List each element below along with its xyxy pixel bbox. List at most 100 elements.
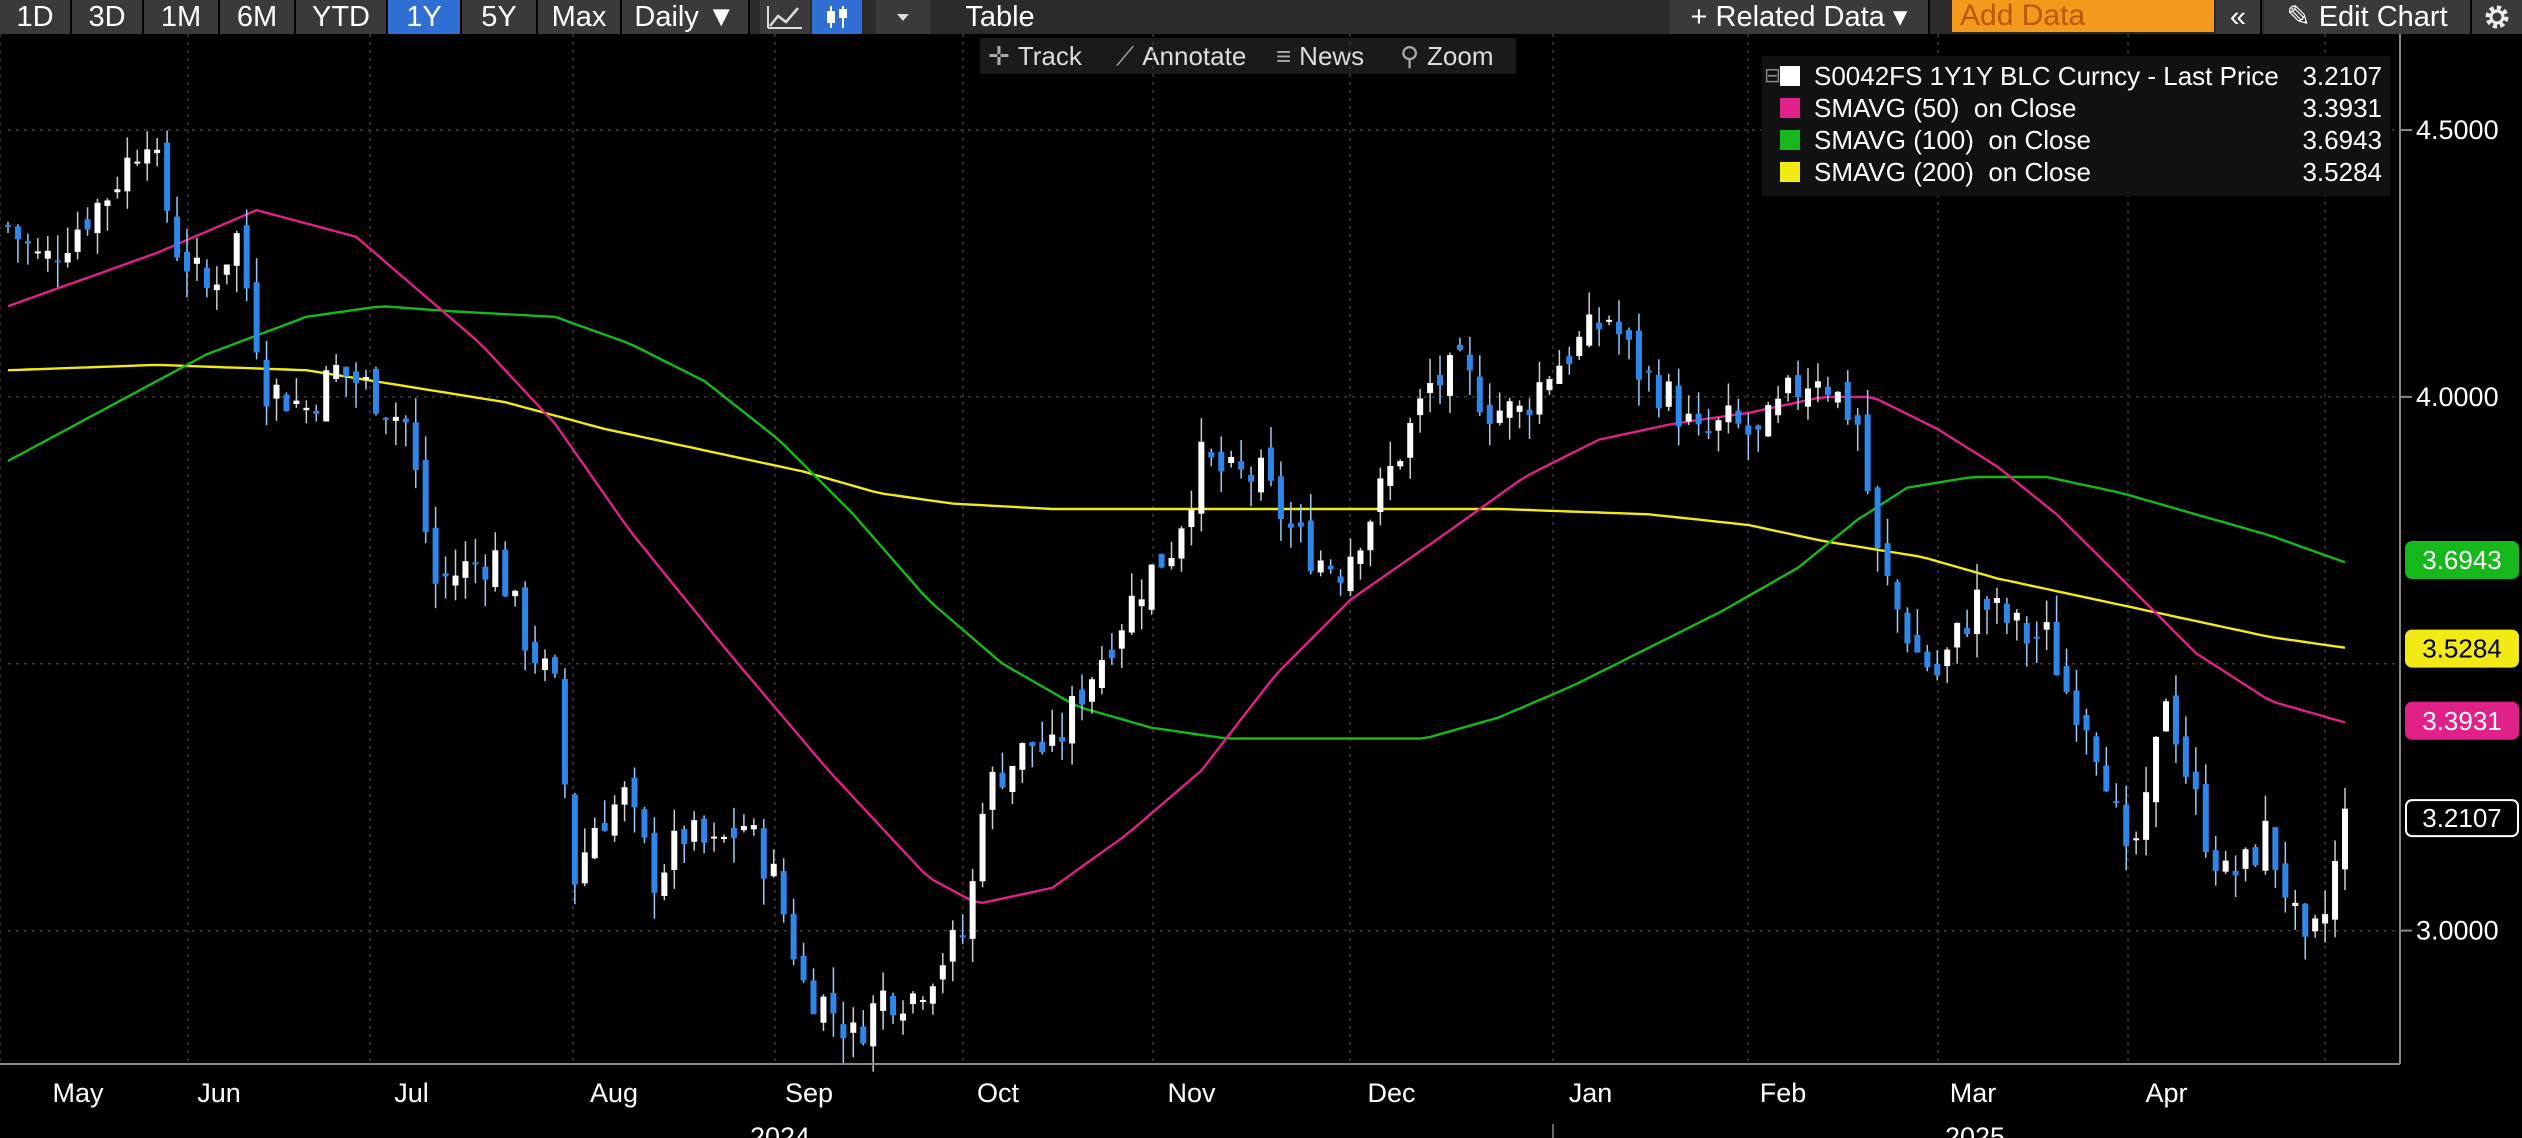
range-6m-button[interactable]: 6M [220,0,296,34]
candle-body [1108,649,1115,659]
candle-body [303,407,310,411]
range-1d-button[interactable]: 1D [0,0,72,34]
track-tool[interactable]: ✛ Track [988,38,1082,74]
candle-body [1437,375,1444,386]
candle-body [5,224,11,227]
candle-body [2252,847,2259,866]
candle-body [561,678,568,785]
range-3d-button[interactable]: 3D [72,0,144,34]
candle-body [2003,603,2010,623]
related-data-button[interactable]: + Related Data ▾ [1670,0,1930,34]
candle-body [2342,808,2348,870]
chart-legend: ⊟ S0042FS 1Y1Y BLC Curncy - Last Price 3… [1762,56,2390,196]
candle-body [1019,743,1026,770]
candle-body [1228,456,1235,464]
edit-chart-button[interactable]: ✎ Edit Chart [2264,0,2472,34]
badge-label: 3.2107 [2422,803,2502,833]
candle-body [551,657,558,674]
candlestick-chart-icon[interactable] [812,0,862,34]
candle-body [1118,630,1125,649]
candle-body [2292,902,2299,907]
x-tick-label: Apr [2145,1078,2187,1108]
candle-body [2033,636,2040,639]
candle-body [1904,612,1911,644]
badge-label: 3.6943 [2422,545,2502,575]
chevron-down-icon[interactable] [876,0,930,34]
gear-icon[interactable] [2472,0,2522,34]
x-tick-label: Aug [590,1078,638,1108]
range-max-button[interactable]: Max [538,0,622,34]
candle-body [1596,322,1603,330]
candle-body [124,157,131,192]
candle-body [2232,871,2239,876]
candle-body [363,376,370,380]
candle-body [343,366,350,377]
add-data-input[interactable] [1952,0,2214,32]
zoom-tool[interactable]: ⚲ Zoom [1400,38,1494,74]
candle-body [1944,649,1951,667]
chart-grid [0,34,2400,1064]
candle-body [1079,689,1086,705]
price-badge: 3.2107 [2405,799,2519,838]
candle-body [2043,622,2050,630]
candle-body [1138,599,1145,607]
candle-body [890,995,897,1016]
candle-body [2053,621,2060,676]
chart-tools-bar: ✛ Track ⟋ Annotate ≡ News ⚲ Zoom [980,38,1516,74]
candle-body [1456,344,1463,350]
table-button[interactable]: Table [940,0,1060,34]
candle-body [213,284,220,291]
candle-body [1327,565,1334,570]
candle-body [64,252,71,263]
candle-body [333,364,340,380]
range-1m-button[interactable]: 1M [144,0,220,34]
crosshair-icon: ✛ [988,41,1010,71]
legend-row-sma200[interactable]: SMAVG (200) on Close 3.5284 [1762,156,2382,188]
candle-body [1218,452,1225,472]
candle-body [1993,598,2000,603]
candle-body [581,852,588,884]
candle-body [959,935,966,938]
candle-body [1367,521,1374,551]
candle-body [2153,736,2160,803]
zoom-label: Zoom [1427,41,1494,71]
legend-row-price[interactable]: ⊟ S0042FS 1Y1Y BLC Curncy - Last Price 3… [1762,60,2382,92]
frequency-dropdown[interactable]: Daily ▼ [622,0,750,34]
candle-body [1208,452,1215,458]
collapse-icon[interactable]: « [2216,0,2262,34]
candle-body [1248,474,1255,482]
candle-body [1735,410,1742,424]
candle-body [1337,576,1344,583]
candle-body [870,1003,877,1047]
line-chart-icon[interactable] [760,0,810,34]
candle-body [402,418,409,423]
candle-body [243,225,250,289]
range-ytd-button[interactable]: YTD [296,0,388,34]
candle-body [880,990,887,1011]
news-tool[interactable]: ≡ News [1276,38,1364,74]
candle-body [2133,838,2140,841]
candle-body [2322,914,2329,924]
legend-row-sma50[interactable]: SMAVG (50) on Close 3.3931 [1762,92,2382,124]
candle-body [721,836,728,840]
candle-body [2083,715,2090,731]
candle-body [850,1022,857,1033]
annotate-tool[interactable]: ⟋ Annotate [1116,38,1246,74]
legend-row-sma100[interactable]: SMAVG (100) on Close 3.6943 [1762,124,2382,156]
candle-body [462,561,469,578]
candle-body [1277,476,1284,520]
candle-body [2113,800,2120,803]
candle-body [442,573,449,577]
range-1y-button[interactable]: 1Y [388,0,462,34]
x-tick-label: Nov [1167,1078,1216,1108]
candle-body [203,267,210,288]
candle-body [1924,651,1931,668]
price-chart[interactable]: 4.5000 4.0000 3.0000 May Jun Jul Aug Sep Oct Nov D… [0,34,2522,1138]
x-tick-label: Mar [1950,1078,1997,1108]
candle-body [1566,356,1573,365]
candle-body [969,881,976,939]
collapse-tree-icon[interactable]: ⊟ [1764,65,1781,87]
range-5y-button[interactable]: 5Y [462,0,538,34]
x-tick-label: Sep [785,1078,833,1108]
legend-value: 3.6943 [2302,125,2382,155]
